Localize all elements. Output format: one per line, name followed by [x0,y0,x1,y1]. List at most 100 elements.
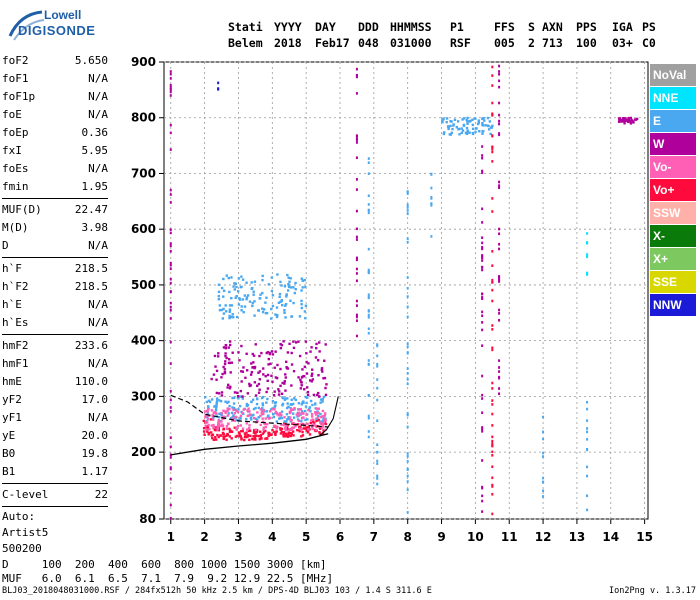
echo-point [249,418,253,421]
interference-point [169,305,172,309]
echo-point [259,434,262,438]
header-label-9: PPS [576,20,597,34]
echo-point [471,132,475,136]
echo-point [202,419,205,423]
interference-point [481,268,484,272]
echo-point [294,398,297,402]
echo-point [212,373,216,376]
echo-point [275,315,279,319]
echo-point [263,422,266,425]
echo-point [214,408,218,411]
echo-point [321,409,325,413]
interference-point [355,267,358,271]
echo-point [232,406,236,410]
echo-point [280,410,284,413]
interference-point [586,419,589,422]
interference-point [367,327,370,331]
echo-point [291,408,294,411]
echo-point [221,317,225,320]
echo-point [471,118,474,121]
echo-point [238,297,241,300]
interference-point [169,88,172,91]
echo-point [239,389,243,393]
echo-point [241,370,245,373]
echo-point [296,428,299,432]
echo-point [254,394,258,397]
echo-point [491,124,494,128]
interference-point [481,254,484,257]
echo-point [220,413,223,417]
header-value-11: C0 [642,36,656,50]
interference-point [498,387,501,390]
echo-point [300,299,303,303]
interference-point [367,394,370,397]
interference-point [355,256,358,260]
echo-point [212,411,216,415]
echo-point [305,401,308,405]
echo-point [306,431,310,434]
interference-point [498,242,501,246]
echo-point [270,307,273,311]
echo-point [217,297,221,301]
echo-point [256,418,259,422]
echo-point [273,405,276,409]
interference-point [430,235,433,238]
echo-point [252,366,255,369]
echo-point [286,423,289,427]
interference-point [498,319,501,322]
echo-point [442,132,446,136]
echo-point [205,400,209,404]
interference-point [217,81,220,85]
param-value: 22.47 [74,203,108,216]
interference-point [498,275,501,278]
echo-point [286,406,289,410]
x-tick-label: 15 [636,530,653,544]
echo-point [321,415,324,418]
echo-point [297,376,300,379]
y-tick-label: 900 [131,55,156,69]
echo-point [240,309,243,312]
interference-point [481,247,484,251]
echo-point [218,304,222,307]
interference-point [491,381,494,385]
echo-point [228,304,232,307]
echo-point [466,120,469,123]
echo-point [235,409,238,412]
echo-point [232,396,236,400]
header-label-4: HHMMSS [390,20,432,34]
echo-point [285,360,288,363]
interference-point [481,297,484,301]
legend-item: Vo+ [650,179,696,201]
echo-point [267,363,270,366]
interference-point [367,161,370,164]
interference-point [169,201,172,204]
echo-point [260,351,263,355]
interference-point [376,443,379,447]
echo-point [323,414,327,417]
interference-point [169,277,172,281]
echo-point [229,429,232,433]
echo-point [228,387,232,390]
echo-point [274,431,277,434]
interference-point [481,411,484,415]
param-row: B0 19.8 [2,445,108,463]
param-value: N/A [88,357,108,370]
param-label: fxI [2,144,22,157]
echo-point [309,410,312,413]
header-value-4: 031000 [390,36,432,50]
echo-point [300,435,303,438]
echo-point [241,427,245,430]
echo-point [304,418,307,422]
echo-point [466,122,469,126]
interference-point [498,359,501,362]
interference-point [376,362,379,366]
echo-point [293,291,297,295]
echo-point [631,119,634,123]
echo-point [304,316,307,320]
echo-point [235,295,238,298]
echo-point [217,294,220,298]
echo-point [228,290,231,294]
x-tick-label: 12 [535,530,552,544]
header-label-0: Stati [228,20,263,34]
echo-point [286,273,289,277]
